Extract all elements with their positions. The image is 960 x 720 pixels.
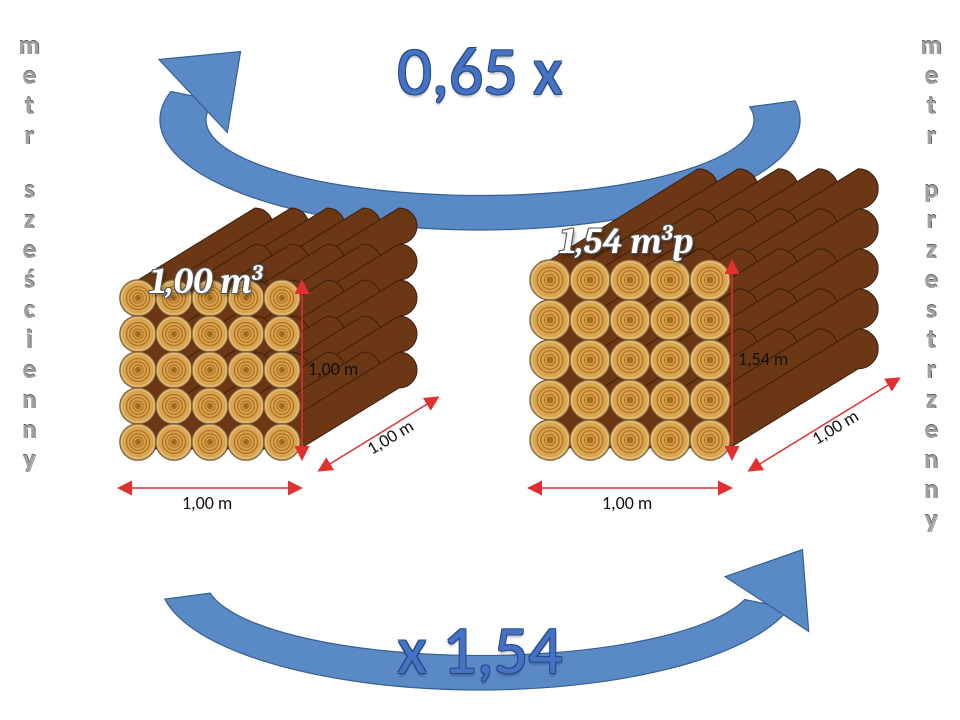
pile-left-title: 1,00 m3: [150, 260, 263, 302]
dim-label: 1,00 m: [602, 492, 652, 514]
stage: metrsześcienny metrprzestrzenny 0,65 x x…: [0, 0, 960, 720]
left-side-label: metrsześcienny: [18, 30, 40, 474]
dim-label: 1,00 m: [308, 358, 358, 380]
dim-label: 1,00 m: [182, 492, 232, 514]
factor-bottom: x 1,54: [397, 609, 562, 692]
dim-label: 1,54 m: [738, 348, 788, 370]
pile-right-title: 1,54 m3p: [560, 220, 694, 262]
right-side-label: metrprzestrzenny: [920, 30, 942, 534]
factor-top: 0,65 x: [397, 30, 562, 113]
